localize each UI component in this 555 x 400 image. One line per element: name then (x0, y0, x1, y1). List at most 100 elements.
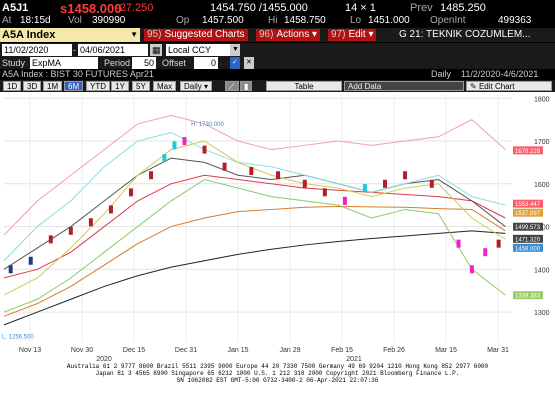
candle (249, 166, 254, 175)
edit-num: 97) (331, 29, 346, 40)
price-tag-bg (513, 243, 543, 252)
date-separator: - (73, 45, 76, 55)
study-apply-icon[interactable]: ✓ (230, 57, 240, 69)
edit-chart-button[interactable]: ✎ Edit Chart (466, 81, 552, 91)
edit-chart-label: Edit Chart (478, 82, 515, 91)
study-remove-icon[interactable]: ✕ (244, 57, 254, 69)
calendar-icon[interactable]: ▦ (150, 44, 162, 56)
candle (149, 171, 154, 180)
price-tag-bg (513, 234, 543, 243)
series-line-7 (3, 178, 506, 313)
low-annotation: L: 1256.500 (2, 335, 34, 341)
x-tick-label: Mar 15 (435, 347, 457, 354)
range-1d-button[interactable]: 1D (3, 81, 22, 91)
candle (322, 188, 327, 197)
x-tick-label: Nov 13 (19, 347, 41, 354)
price-tag: 1553.447 (515, 202, 541, 208)
study-select[interactable]: ExpMA (30, 57, 98, 69)
candle (88, 218, 93, 227)
candle (28, 256, 33, 265)
study-label: Study (2, 58, 26, 68)
vol-value: 390990 (92, 15, 126, 26)
quote-bar: A5J1 s1458.000 -27.250 1454.750 /1455.00… (0, 0, 555, 28)
candle (222, 162, 227, 171)
edit-button[interactable]: 97) Edit ▾ (328, 29, 377, 41)
candle (182, 137, 187, 146)
edit-chart-icon: ✎ (470, 82, 479, 91)
range-6m-button[interactable]: 6M (64, 81, 84, 91)
candle (48, 235, 53, 244)
open-label: Op (176, 15, 190, 26)
table-button[interactable]: Table (266, 81, 342, 91)
price-tag: 1678.228 (515, 149, 541, 155)
offset-label: Offset (162, 58, 186, 68)
x-tick-label: Jan 29 (279, 347, 300, 354)
range-ytd-button[interactable]: YTD (86, 81, 110, 91)
line-chart-icon[interactable]: ⟋ (225, 81, 239, 91)
candle (403, 171, 408, 180)
x-tick-label: Dec 31 (175, 347, 197, 354)
price-tag: 1458.000 (515, 246, 541, 252)
x-tick-label: Feb 15 (331, 347, 353, 354)
open-interest-value: 499363 (498, 15, 532, 26)
open-interest-label: OpenInt (430, 15, 466, 26)
candle (483, 248, 488, 257)
range-5y-button[interactable]: 5Y (132, 81, 150, 91)
currency-select[interactable]: Local CCY (166, 44, 240, 56)
series-line-3 (3, 157, 506, 270)
footer-line-3: SN 1062082 EST GMT-5:00 G732-3400-2 06-A… (176, 377, 379, 384)
candle (68, 226, 73, 235)
candle (496, 239, 501, 248)
bid-ask: 1454.750 /1455.000 (210, 2, 308, 14)
candle (342, 196, 347, 205)
price-tag-bg (513, 199, 543, 208)
year-label: 2021 (346, 356, 362, 363)
time-value: 18:15d (20, 15, 51, 26)
actions-button[interactable]: 96) Actions ▾ (256, 29, 321, 41)
series-line-6 (3, 140, 506, 296)
y-tick-label: 1800 (534, 96, 550, 103)
price-tag: 1471.320 (515, 237, 541, 243)
add-data-input[interactable]: Add Data (344, 81, 464, 91)
price-tag: 1339.383 (515, 294, 541, 300)
price-tag-bg (513, 146, 543, 155)
offset-input[interactable]: 0 (194, 57, 218, 69)
range-3d-button[interactable]: 3D (23, 81, 42, 91)
news-ticker[interactable]: G 21: TEKNIK COZUMLEM... (396, 29, 534, 41)
period-input[interactable]: 50 (132, 57, 156, 69)
bar-chart-icon[interactable]: ▮ (240, 81, 253, 91)
currency-dropdown-icon[interactable]: ▼ (230, 44, 240, 56)
x-tick-label: Jan 15 (227, 347, 248, 354)
edit-label: Edit ▾ (348, 29, 374, 40)
footer-line-1: Australia 61 2 9777 8600 Brazil 5511 239… (66, 363, 489, 370)
range-max-button[interactable]: Max (153, 81, 177, 91)
footer: Australia 61 2 9777 8600 Brazil 5511 239… (0, 363, 555, 400)
candle (8, 265, 13, 274)
range-1m-button[interactable]: 1M (43, 81, 63, 91)
y-tick-label: 1700 (534, 139, 550, 146)
footer-line-2: Japan 81 3 4565 8900 Singapore 65 6212 1… (95, 370, 460, 377)
x-tick-label: Mar 31 (487, 347, 509, 354)
date-to-field[interactable]: 04/06/2021 (78, 44, 148, 56)
suggested-charts-button[interactable]: 95) Suggested Charts (144, 29, 248, 41)
security-field[interactable]: A5A Index ▼ (0, 28, 140, 42)
series-line-4 (3, 114, 506, 236)
frequency-select[interactable]: Daily ▾ (180, 81, 213, 91)
high-annotation: H: 1730.000 (191, 122, 224, 128)
date-from-field[interactable]: 11/02/2020 (2, 44, 72, 56)
security-dropdown-icon[interactable]: ▼ (130, 30, 138, 39)
range-1y-button[interactable]: 1Y (111, 81, 129, 91)
candle (429, 179, 434, 188)
last-price: s1458.000 (60, 1, 122, 16)
price-tag-bg (513, 291, 543, 300)
price-tag-bg (513, 222, 543, 231)
prev-value: 1485.250 (440, 2, 486, 14)
low-value: 1451.000 (368, 15, 410, 26)
candle (276, 171, 281, 180)
prev-label: Prev (410, 2, 433, 14)
candle (362, 184, 367, 193)
candle (302, 179, 307, 188)
security-description: A5A Index : BIST 30 FUTURES Apr21 (2, 69, 154, 79)
